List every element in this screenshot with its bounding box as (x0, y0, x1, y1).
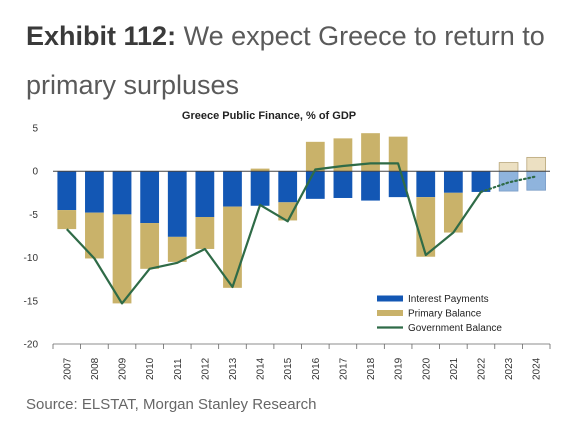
bars-layer (57, 133, 546, 304)
interest-payments-bar-2010 (140, 171, 160, 224)
interest-payments-bar-2012 (195, 171, 215, 217)
primary-balance-bar-2020 (416, 197, 436, 257)
primary-balance-bar-2008 (85, 212, 104, 259)
legend: Interest Payments Primary Balance Governme… (377, 294, 502, 334)
primary-balance-bar-2009 (112, 214, 132, 304)
primary-balance-bar-2024 (526, 156, 546, 172)
interest-payments-bar-2009 (112, 171, 132, 215)
x-tick-label: 2021 (449, 357, 460, 380)
interest-payments-bar-2021 (443, 171, 463, 193)
x-tick-label: 2013 (228, 357, 239, 380)
primary-balance-bar-2021 (443, 192, 463, 233)
primary-balance-bar-2017 (333, 138, 353, 172)
government-balance-line (65, 162, 482, 305)
primary-balance-bar-2014 (250, 168, 270, 172)
legend-government-balance-label: Government Balance (408, 323, 502, 334)
legend-primary-balance-swatch (377, 310, 403, 316)
x-tick-label: 2008 (90, 357, 101, 380)
x-tick-label: 2018 (366, 357, 377, 380)
primary-balance-bar-2018 (361, 133, 380, 172)
primary-balance-bar-2016 (305, 141, 325, 172)
y-tick-label: -15 (24, 296, 39, 307)
primary-balance-bar-2007 (57, 210, 77, 230)
x-tick-label: 2016 (311, 357, 322, 380)
x-tick-label: 2015 (283, 357, 294, 380)
x-tick-label: 2010 (145, 357, 156, 380)
interest-payments-bar-2018 (361, 171, 380, 201)
x-tick-label: 2019 (394, 357, 405, 380)
interest-payments-bar-2020 (416, 171, 436, 198)
x-tick-label: 2007 (62, 357, 73, 380)
interest-payments-bar-2017 (333, 171, 353, 198)
y-tick-label: -10 (24, 253, 39, 264)
interest-payments-bar-2014 (250, 171, 270, 206)
y-tick-label: 5 (32, 124, 38, 135)
x-tick-label: 2020 (421, 357, 432, 380)
primary-balance-bar-2012 (195, 216, 215, 249)
primary-balance-bar-2015 (278, 202, 298, 221)
primary-balance-bar-2010 (140, 223, 160, 269)
heading-text: We expect Greece to return to primary su… (26, 21, 545, 100)
x-tick-label: 2014 (256, 357, 267, 380)
axis-layer: 5 0 -5 -10 -15 -20 2007 2008 2009 2010 2011 2012 201… (24, 124, 551, 380)
x-tick-label: 2024 (532, 357, 543, 380)
interest-payments-bar-2016 (305, 171, 325, 199)
chart-title: Greece Public Finance, % of GDP (182, 110, 356, 122)
interest-payments-bar-2007 (57, 171, 77, 211)
legend-interest-payments-label: Interest Payments (408, 294, 489, 305)
government-balance-forecast-line (479, 175, 538, 193)
x-tick-label: 2023 (504, 357, 515, 380)
primary-balance-bar-2013 (223, 206, 242, 288)
interest-payments-bar-2011 (167, 171, 187, 237)
legend-interest-payments-swatch (377, 295, 403, 302)
interest-payments-bar-2015 (278, 171, 298, 203)
heading: Exhibit 112: We expect Greece to return … (26, 12, 586, 110)
x-tick-label: 2022 (476, 357, 487, 380)
x-tick-label: 2011 (173, 358, 184, 380)
x-tick-label: 2017 (338, 357, 349, 380)
y-tick-label: 0 (32, 167, 38, 178)
interest-payments-bar-2022 (471, 171, 491, 192)
primary-balance-bar-2011 (167, 236, 187, 262)
exhibit-number: Exhibit 112: (26, 21, 177, 51)
source-note: Source: ELSTAT, Morgan Stanley Research (26, 396, 317, 413)
legend-primary-balance-label: Primary Balance (408, 309, 482, 320)
line-layer (65, 162, 538, 305)
interest-payments-bar-2013 (223, 171, 242, 207)
primary-balance-bar-2023 (498, 162, 519, 172)
interest-payments-bar-2008 (85, 171, 104, 213)
interest-payments-bar-2024 (526, 170, 546, 191)
y-tick-label: -5 (29, 210, 38, 221)
y-tick-label: -20 (24, 340, 39, 351)
x-tick-label: 2012 (200, 357, 211, 380)
x-tick-label: 2009 (118, 357, 129, 380)
